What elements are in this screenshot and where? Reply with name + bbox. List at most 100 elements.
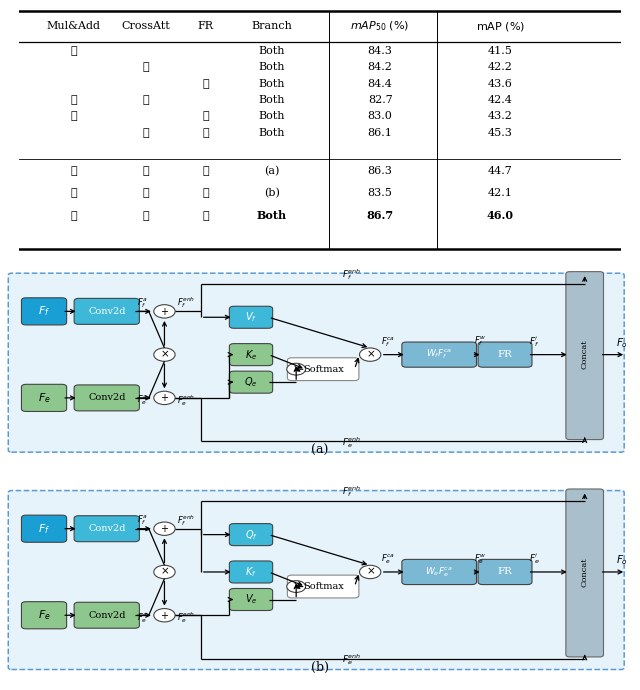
- Text: 43.6: 43.6: [488, 79, 513, 88]
- Text: 84.4: 84.4: [368, 79, 392, 88]
- Text: Concat: Concat: [580, 557, 589, 586]
- Text: 84.3: 84.3: [368, 46, 392, 56]
- Text: $F_e^{enh}$: $F_e^{enh}$: [177, 611, 195, 625]
- Text: FR: FR: [497, 567, 513, 576]
- Text: ✓: ✓: [142, 210, 149, 221]
- FancyBboxPatch shape: [22, 515, 67, 542]
- Text: Softmax: Softmax: [303, 365, 344, 374]
- Text: $\mathrm{mAP}\ (\%)$: $\mathrm{mAP}\ (\%)$: [476, 19, 525, 32]
- FancyBboxPatch shape: [8, 491, 624, 669]
- FancyBboxPatch shape: [287, 575, 359, 598]
- FancyBboxPatch shape: [74, 385, 140, 411]
- Text: $Q_e$: $Q_e$: [244, 375, 258, 389]
- Text: ✓: ✓: [202, 166, 209, 176]
- Circle shape: [360, 348, 381, 362]
- Text: FR: FR: [497, 350, 513, 359]
- Text: ✓: ✓: [70, 95, 77, 105]
- FancyBboxPatch shape: [229, 589, 273, 611]
- Text: Concat: Concat: [580, 339, 589, 369]
- FancyBboxPatch shape: [22, 602, 67, 629]
- Text: ✓: ✓: [70, 111, 77, 121]
- Text: $+$: $+$: [160, 523, 169, 534]
- Text: $F_e$: $F_e$: [38, 609, 51, 622]
- Text: $K_f$: $K_f$: [245, 565, 257, 579]
- Text: 42.1: 42.1: [488, 188, 513, 198]
- Text: $V_f$: $V_f$: [245, 310, 257, 324]
- Text: $F_f^{enh}$: $F_f^{enh}$: [177, 513, 195, 528]
- Text: 83.5: 83.5: [368, 188, 392, 198]
- Text: $Q_f$: $Q_f$: [244, 528, 257, 542]
- FancyBboxPatch shape: [287, 358, 359, 381]
- FancyBboxPatch shape: [478, 560, 532, 584]
- Text: ✓: ✓: [202, 79, 209, 88]
- Text: $mAP_{50}\ (\%)$: $mAP_{50}\ (\%)$: [351, 19, 410, 33]
- Text: $\times$: $\times$: [292, 364, 301, 374]
- FancyBboxPatch shape: [229, 561, 273, 583]
- Circle shape: [154, 305, 175, 318]
- Text: ✓: ✓: [202, 111, 209, 121]
- Text: Both: Both: [259, 46, 285, 56]
- Text: $F_e^a$: $F_e^a$: [137, 611, 148, 624]
- Text: $F_o$: $F_o$: [616, 553, 628, 567]
- Text: $F_f$: $F_f$: [38, 522, 50, 535]
- Text: Both: Both: [259, 95, 285, 105]
- FancyBboxPatch shape: [229, 371, 273, 393]
- Text: $\times$: $\times$: [160, 566, 169, 577]
- Text: 86.3: 86.3: [368, 166, 392, 176]
- Text: 41.5: 41.5: [488, 46, 513, 56]
- FancyBboxPatch shape: [402, 560, 477, 584]
- Text: $+$: $+$: [160, 306, 169, 317]
- Circle shape: [154, 391, 175, 404]
- FancyBboxPatch shape: [478, 342, 532, 367]
- Text: $W_f F_f^{ca}$: $W_f F_f^{ca}$: [426, 348, 452, 362]
- Text: Mul&Add: Mul&Add: [46, 21, 100, 31]
- FancyBboxPatch shape: [229, 306, 273, 328]
- Text: ✓: ✓: [70, 166, 77, 176]
- Text: $\times$: $\times$: [160, 349, 169, 359]
- Circle shape: [154, 565, 175, 579]
- Text: (a): (a): [264, 166, 280, 176]
- Text: Conv2d: Conv2d: [88, 307, 125, 316]
- Text: $W_e F_e^{ca}$: $W_e F_e^{ca}$: [425, 565, 453, 579]
- FancyBboxPatch shape: [22, 298, 67, 325]
- Text: Both: Both: [257, 210, 287, 221]
- Text: ✓: ✓: [70, 210, 77, 221]
- FancyBboxPatch shape: [74, 602, 140, 628]
- Text: Conv2d: Conv2d: [88, 611, 125, 620]
- FancyBboxPatch shape: [74, 298, 140, 324]
- Text: $F_f^{enh}$: $F_f^{enh}$: [342, 267, 361, 282]
- Text: ✓: ✓: [70, 46, 77, 56]
- Text: (b): (b): [311, 661, 329, 674]
- Text: ✓: ✓: [142, 62, 149, 72]
- Text: 86.1: 86.1: [368, 128, 392, 137]
- Text: 46.0: 46.0: [487, 210, 514, 221]
- Text: $F_e$: $F_e$: [38, 391, 51, 405]
- Text: Both: Both: [259, 79, 285, 88]
- Text: $+$: $+$: [160, 393, 169, 404]
- FancyBboxPatch shape: [566, 272, 604, 440]
- Text: ✓: ✓: [142, 188, 149, 198]
- Text: $F_e^a$: $F_e^a$: [137, 394, 148, 407]
- FancyBboxPatch shape: [229, 524, 273, 546]
- Text: Softmax: Softmax: [303, 582, 344, 591]
- Text: 82.7: 82.7: [368, 95, 392, 105]
- Text: Both: Both: [259, 111, 285, 121]
- Text: 83.0: 83.0: [368, 111, 392, 121]
- Text: $F_f^{enh}$: $F_f^{enh}$: [177, 295, 195, 310]
- Circle shape: [154, 609, 175, 622]
- Circle shape: [154, 348, 175, 362]
- Text: $\times$: $\times$: [365, 566, 375, 577]
- Text: $\times$: $\times$: [365, 349, 375, 359]
- FancyBboxPatch shape: [74, 515, 140, 542]
- Text: Both: Both: [259, 128, 285, 137]
- Text: 86.7: 86.7: [367, 210, 394, 221]
- Text: 44.7: 44.7: [488, 166, 513, 176]
- Text: $F_e^{enh}$: $F_e^{enh}$: [177, 393, 195, 408]
- Text: Conv2d: Conv2d: [88, 524, 125, 533]
- Text: $F_f'$: $F_f'$: [529, 335, 539, 348]
- Text: (a): (a): [311, 444, 329, 457]
- Text: ✓: ✓: [142, 166, 149, 176]
- Text: 43.2: 43.2: [488, 111, 513, 121]
- Text: ✓: ✓: [142, 95, 149, 105]
- Text: ✓: ✓: [202, 188, 209, 198]
